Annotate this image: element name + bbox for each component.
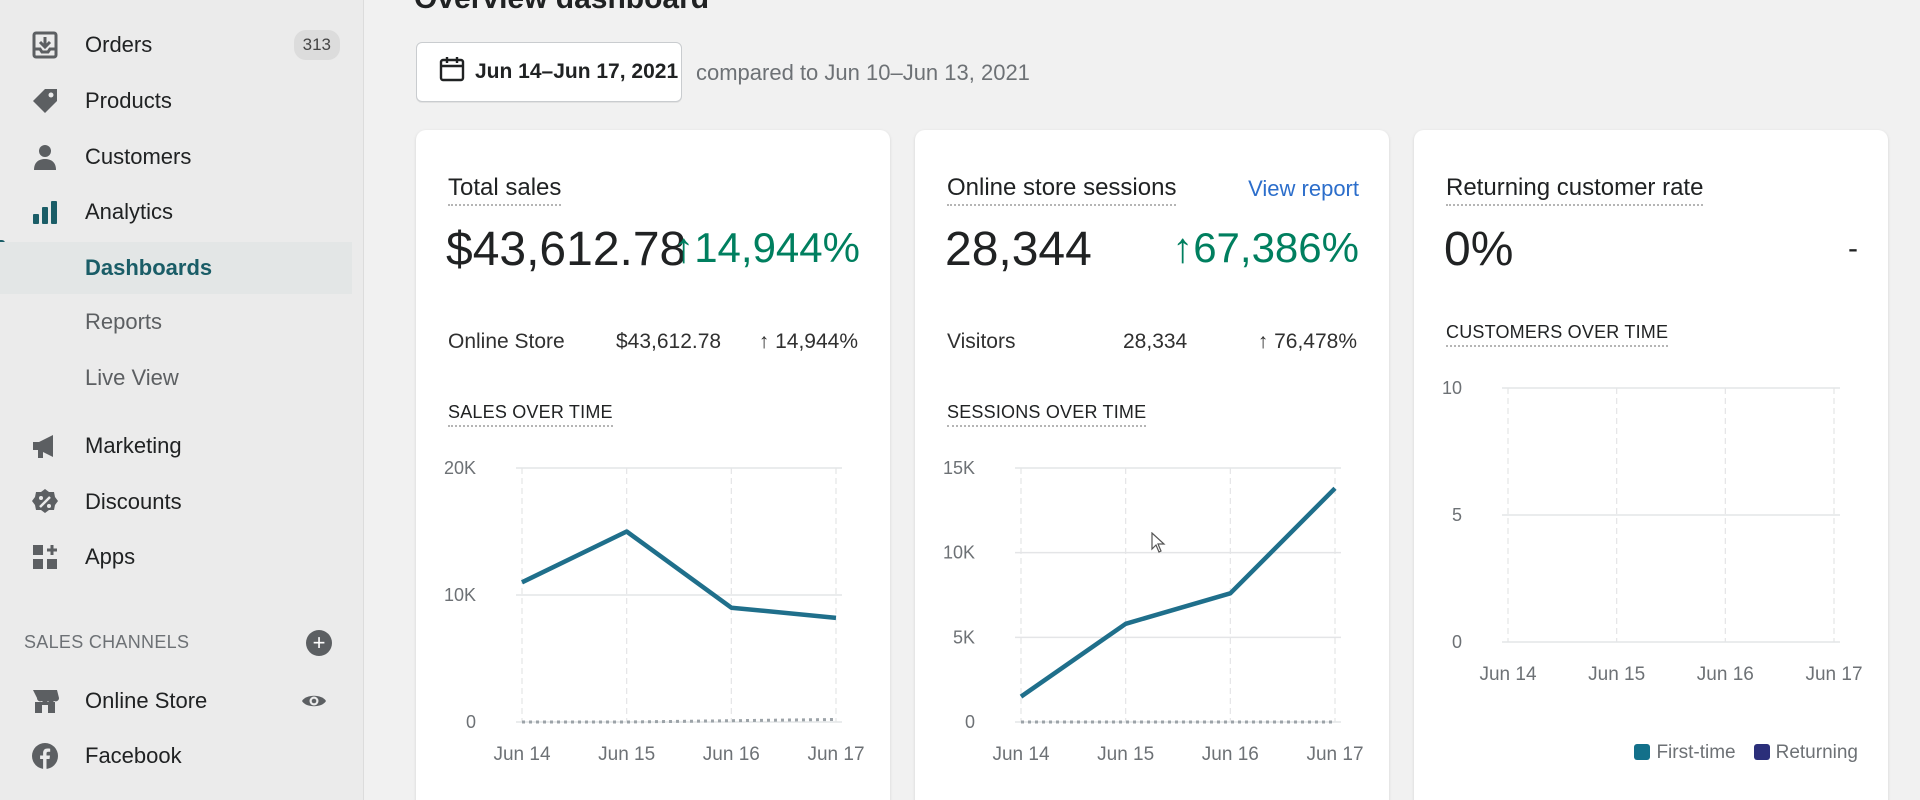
total-sales-delta: ↑14,944% xyxy=(673,224,860,271)
chart-title[interactable]: SESSIONS OVER TIME xyxy=(947,402,1147,427)
sidebar-item-apps[interactable]: Apps xyxy=(0,532,352,582)
eye-icon[interactable] xyxy=(300,687,328,715)
chart-legend: First-time Returning xyxy=(1634,742,1858,764)
sidebar-item-label: Discounts xyxy=(85,489,182,514)
discount-badge-icon xyxy=(30,487,60,517)
card-title[interactable]: Returning customer rate xyxy=(1446,174,1704,206)
total-sales-card: Total sales $43,612.78 ↑14,944% Online S… xyxy=(416,130,890,800)
returning-customer-rate-card: Returning customer rate 0% - CUSTOMERS O… xyxy=(1414,130,1888,800)
y-tick-label: 10 xyxy=(1442,378,1462,398)
view-report-link[interactable]: View report xyxy=(1248,176,1359,201)
returning-rate-value: 0% xyxy=(1444,223,1514,276)
date-range-button[interactable]: Jun 14–Jun 17, 2021 xyxy=(416,42,682,102)
sidebar: Orders 313 Products Customers Analytics … xyxy=(0,0,364,800)
sessions-over-time-chart: 0 5K 10K 15K Jun 14 Jun 15 Jun 16 Jun 17 xyxy=(943,458,1364,765)
legend-first-time[interactable]: First-time xyxy=(1634,742,1736,764)
compare-text: compared to Jun 10–Jun 13, 2021 xyxy=(696,60,1030,85)
x-tick-label: Jun 15 xyxy=(598,744,655,765)
sidebar-item-online-store[interactable]: Online Store xyxy=(0,676,352,726)
chart-title[interactable]: SALES OVER TIME xyxy=(448,402,613,427)
breakdown-value: $43,612.78 xyxy=(616,330,722,353)
main-content: Overview dashboard Jun 14–Jun 17, 2021 c… xyxy=(364,0,1920,800)
y-tick-label: 0 xyxy=(466,712,476,732)
sidebar-item-label: Products xyxy=(85,88,172,113)
x-tick-label: Jun 16 xyxy=(1697,664,1754,685)
sidebar-item-label: Dashboards xyxy=(85,255,213,280)
legend-returning[interactable]: Returning xyxy=(1753,742,1858,764)
sidebar-item-label: Marketing xyxy=(85,433,182,458)
breakdown-label: Visitors xyxy=(947,330,1016,353)
sidebar-item-analytics[interactable]: Analytics xyxy=(0,187,352,237)
sidebar-item-label: Analytics xyxy=(85,199,174,224)
sidebar-item-dashboards[interactable]: Dashboards xyxy=(0,242,352,294)
breakdown-label: Online Store xyxy=(448,330,565,353)
sidebar-item-reports[interactable]: Reports xyxy=(0,297,352,347)
customers-over-time-chart: 0 5 10 Jun 14 Jun 15 Jun 16 Jun 17 xyxy=(1442,378,1863,685)
inbox-download-icon xyxy=(30,30,60,60)
breakdown-delta: ↑ 76,478% xyxy=(1257,330,1357,353)
series-line xyxy=(521,529,837,621)
sales-over-time-chart: 0 10K 20K Jun 14 Jun 15 Jun 16 Jun 17 xyxy=(444,458,865,765)
x-tick-label: Jun 17 xyxy=(807,744,864,765)
sales-channels-heading: SALES CHANNELS xyxy=(24,632,190,652)
add-channel-icon[interactable]: + xyxy=(306,630,332,656)
y-tick-label: 15K xyxy=(943,458,975,478)
apps-grid-icon xyxy=(30,542,60,572)
online-store-sessions-card: Online store sessions View report 28,344… xyxy=(915,130,1389,800)
sidebar-item-label: Customers xyxy=(85,144,192,169)
page-title: Overview dashboard xyxy=(414,0,709,16)
sidebar-item-products[interactable]: Products xyxy=(0,76,352,126)
sidebar-item-discounts[interactable]: Discounts xyxy=(0,477,352,527)
x-tick-label: Jun 15 xyxy=(1588,664,1645,685)
card-title[interactable]: Online store sessions xyxy=(947,174,1177,206)
mouse-cursor-icon xyxy=(1151,531,1167,559)
sidebar-item-facebook[interactable]: Facebook xyxy=(0,731,352,781)
returning-rate-delta: - xyxy=(1848,232,1858,265)
calendar-icon xyxy=(439,56,465,88)
sidebar-item-live-view[interactable]: Live View xyxy=(0,353,352,403)
sidebar-item-label: Apps xyxy=(85,544,136,569)
x-tick-label: Jun 16 xyxy=(1202,744,1259,765)
chart-title[interactable]: CUSTOMERS OVER TIME xyxy=(1446,322,1669,347)
sidebar-item-label: Reports xyxy=(85,309,163,334)
sessions-value: 28,344 xyxy=(945,223,1092,276)
y-tick-label: 20K xyxy=(444,458,476,478)
x-tick-label: Jun 16 xyxy=(703,744,760,765)
breakdown-delta: ↑ 14,944% xyxy=(758,330,858,353)
sidebar-item-label: Orders xyxy=(85,32,153,57)
x-tick-label: Jun 14 xyxy=(992,744,1049,765)
sidebar-item-label: Facebook xyxy=(85,743,182,768)
storefront-icon xyxy=(30,686,60,716)
sidebar-item-label: Live View xyxy=(85,365,179,390)
sidebar-item-marketing[interactable]: Marketing xyxy=(0,421,352,471)
x-tick-label: Jun 17 xyxy=(1306,744,1363,765)
y-tick-label: 10K xyxy=(444,585,476,605)
total-sales-value: $43,612.78 xyxy=(446,223,687,276)
sessions-delta: ↑67,386% xyxy=(1172,224,1359,271)
x-tick-label: Jun 14 xyxy=(1479,664,1536,685)
sidebar-item-customers[interactable]: Customers xyxy=(0,132,352,182)
x-tick-label: Jun 14 xyxy=(493,744,550,765)
comparison-series-line xyxy=(522,717,837,724)
sidebar-item-label: Online Store xyxy=(85,688,208,713)
sidebar-item-orders[interactable]: Orders 313 xyxy=(0,20,352,70)
facebook-icon xyxy=(30,741,60,771)
x-tick-label: Jun 17 xyxy=(1805,664,1862,685)
megaphone-icon xyxy=(30,431,60,461)
y-tick-label: 10K xyxy=(943,543,975,563)
tag-icon xyxy=(30,86,60,116)
y-tick-label: 5 xyxy=(1452,505,1462,525)
card-title[interactable]: Total sales xyxy=(448,174,562,206)
y-tick-label: 0 xyxy=(1452,632,1462,652)
y-tick-label: 5K xyxy=(953,627,975,647)
person-icon xyxy=(30,142,60,172)
bar-chart-icon xyxy=(30,197,60,227)
breakdown-value: 28,334 xyxy=(1123,330,1188,353)
series-line xyxy=(1019,486,1337,699)
orders-count-badge: 313 xyxy=(293,30,340,60)
y-tick-label: 0 xyxy=(965,712,975,732)
date-range-label: Jun 14–Jun 17, 2021 xyxy=(475,60,679,83)
x-tick-label: Jun 15 xyxy=(1097,744,1154,765)
